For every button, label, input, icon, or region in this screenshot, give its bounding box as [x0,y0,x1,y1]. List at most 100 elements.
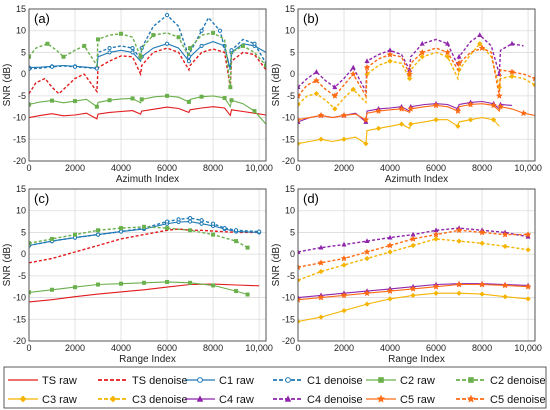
y-tick-label: 5 [290,47,295,57]
data-point-marker [217,28,223,33]
data-point-marker [188,46,193,51]
data-point-marker [164,219,170,224]
data-point-marker [199,28,204,33]
y-tick-label: 5 [290,227,295,237]
data-point-marker [340,254,348,262]
y-tick-label: -5 [287,271,295,281]
data-point-marker [409,285,417,292]
x-tick-label: 0 [26,163,31,173]
data-point-marker [455,280,463,288]
legend-marker-icon [378,377,384,383]
plot-area [29,189,266,341]
y-tick-label: 15 [285,4,295,14]
data-point-marker [364,301,370,307]
data-point-marker [176,35,181,40]
x-tick-label: 4000 [111,343,131,353]
series-line-c3-raw [298,117,500,145]
data-point-marker [455,226,463,234]
x-tick-label: 8000 [203,163,223,173]
plot-frame [297,8,536,162]
x-axis-label: Range Index [119,354,176,365]
y-tick-label: 0 [21,69,26,79]
panel-label: (d) [303,191,319,206]
legend-label: C2 raw [400,375,435,387]
data-point-marker [340,111,348,119]
legend-marker-icon [376,394,386,403]
legend-label: C1 raw [219,375,254,387]
data-point-marker [317,111,325,119]
data-point-marker [73,285,78,290]
x-tick-label: 6000 [157,163,177,173]
data-point-marker [298,296,302,303]
data-point-marker [387,234,393,240]
data-point-marker [130,96,135,101]
data-point-marker [406,75,413,82]
legend-item: C1 denoise [273,375,363,387]
data-point-marker [317,259,325,266]
panel-d: -20 -15 -10 -5 0 5 10 15 0 2000 4000 6000 8000 10,000… [271,184,542,365]
data-point-marker [211,283,216,288]
data-point-marker [477,32,483,37]
y-tick-label: 0 [290,69,295,79]
data-point-marker [341,241,347,247]
y-tick-label: -15 [13,314,26,324]
data-point-marker [362,116,370,123]
data-point-marker [229,98,234,103]
data-point-marker [186,59,192,64]
data-point-marker [222,96,227,101]
legend-label: TS denoise [132,375,188,387]
x-tick-label: 4000 [111,163,131,173]
data-point-marker [298,249,301,254]
legend-marker-icon [466,394,476,403]
data-point-marker [252,41,257,46]
x-tick-label: 2000 [65,343,85,353]
data-point-marker [410,292,416,299]
y-tick-label: 15 [16,184,26,194]
data-point-marker [363,63,371,71]
y-axis-label: SNR (dB) [2,244,13,287]
data-point-marker [433,290,439,296]
y-tick-label: -15 [13,134,26,144]
data-point-marker [531,74,535,82]
data-point-marker [509,40,515,46]
y-tick-label: 10 [285,26,295,36]
data-point-marker [341,136,347,142]
legend-label: TS raw [42,375,77,387]
data-point-marker [477,41,483,47]
x-tick-label: 8000 [203,343,223,353]
data-point-marker [433,117,439,123]
legend-label: C5 raw [400,394,435,406]
y-tick-label: 5 [21,47,26,57]
data-point-marker [298,141,301,147]
y-tick-label: 15 [16,4,26,14]
data-point-marker [479,291,485,297]
data-point-marker [107,98,112,103]
series-group [29,215,262,303]
series-line-c2-denoise [29,32,266,88]
data-point-marker [495,92,503,99]
y-tick-label: -5 [18,91,26,101]
data-point-marker [455,59,463,67]
data-point-marker [532,82,535,88]
series-line-ts-raw [29,283,260,303]
data-point-marker [524,230,532,238]
data-point-marker [298,318,301,325]
data-point-marker [119,31,124,36]
x-tick-label: 0 [295,163,300,173]
data-point-marker [341,307,347,314]
data-point-marker [50,98,55,103]
data-point-marker [444,48,452,56]
data-point-marker [363,141,369,147]
data-point-marker [364,255,370,262]
data-point-marker [199,218,204,223]
x-tick-label: 10,000 [245,343,273,353]
y-tick-label: 5 [21,227,26,237]
data-point-marker [364,238,370,244]
legend-marker-icon [468,377,474,383]
data-point-marker [478,228,486,236]
y-axis-label: SNR (dB) [271,244,282,287]
data-point-marker [349,70,357,78]
data-point-marker [432,101,440,109]
legend-label: C2 denoise [490,375,546,387]
